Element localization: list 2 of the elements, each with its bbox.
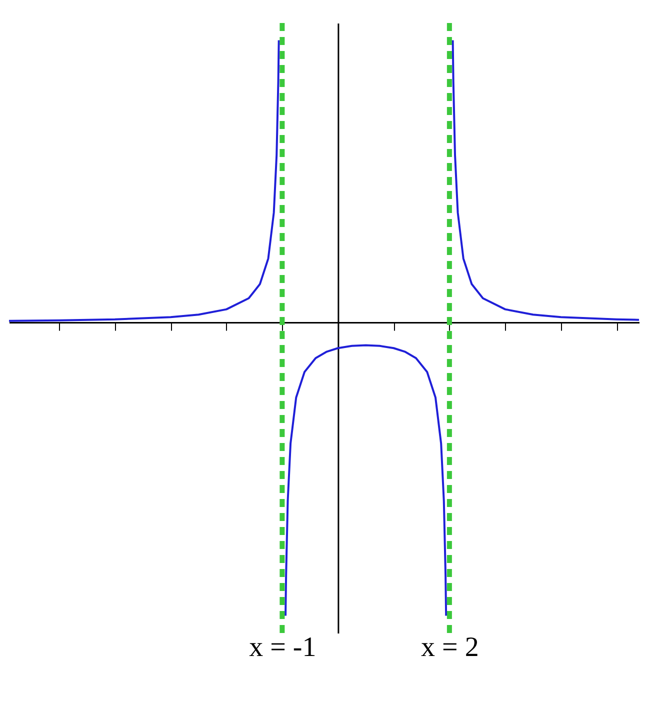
x-tick-label: x = -1 (249, 632, 316, 663)
x-tick-label: x = 2 (421, 632, 479, 663)
